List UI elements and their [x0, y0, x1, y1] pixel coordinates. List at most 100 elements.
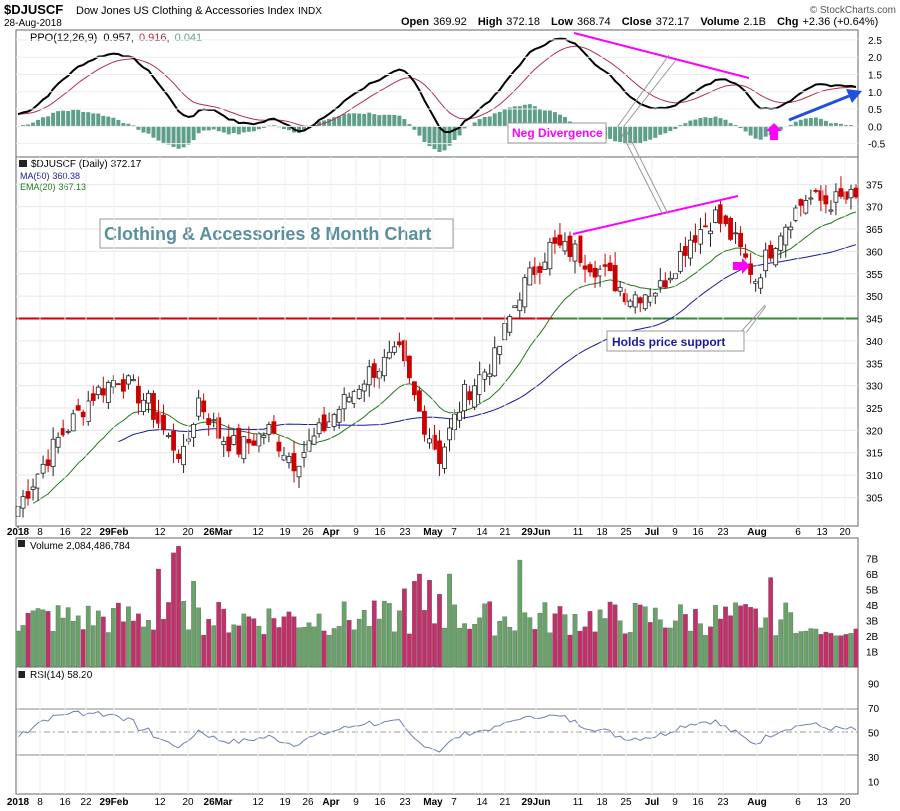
- price-tick-label: 340: [866, 337, 883, 348]
- candle-body: [507, 316, 513, 333]
- ppo-hist-bar: [26, 124, 31, 127]
- volume-bar: [803, 630, 809, 668]
- x-tick-label: 29Feb: [100, 797, 129, 808]
- candle-body: [587, 264, 593, 273]
- volume-bar: [552, 613, 558, 668]
- ma50-legend-name: MA(50): [20, 171, 50, 181]
- neg-divergence-box: [507, 122, 607, 144]
- candle-body: [336, 408, 342, 423]
- ppo-hist-bar: [71, 109, 76, 127]
- ppo-hist-bar: [532, 106, 537, 127]
- ppo-hist-bar: [392, 114, 397, 127]
- candle-body: [612, 265, 618, 292]
- open-label: Open: [401, 16, 429, 28]
- x-tick-label: 6: [795, 527, 801, 538]
- ppo-hist-bar: [417, 126, 422, 136]
- price-tick-label: 320: [866, 426, 883, 437]
- candle-body: [396, 341, 402, 346]
- candle-body: [417, 390, 422, 412]
- ppo-hist-bar: [517, 106, 522, 127]
- volume-bar: [673, 620, 678, 668]
- x-tick-label: Jul: [645, 797, 660, 808]
- candle-body: [758, 277, 764, 289]
- x-tick-label: 26Mar: [204, 797, 233, 808]
- volume-bar: [341, 601, 347, 668]
- candle-body: [331, 413, 337, 427]
- volume-bar: [678, 604, 683, 668]
- volume-tick-label: 3B: [866, 617, 879, 628]
- ppo-hist-bar: [718, 118, 723, 127]
- volume-bar: [442, 627, 447, 668]
- volume-bar: [80, 629, 86, 668]
- x-tick-label: Aug: [747, 797, 766, 808]
- candle-body: [632, 294, 638, 308]
- volume-bar: [25, 612, 31, 668]
- volume-bar: [703, 635, 708, 668]
- support-label-box: [606, 330, 745, 352]
- candle-body: [50, 438, 56, 467]
- volume-bar: [607, 601, 613, 668]
- candle-body: [537, 266, 543, 273]
- volume-bar: [853, 628, 859, 668]
- ppo-hist-bar: [231, 126, 236, 134]
- ppo-tick-label: 1.5: [868, 70, 882, 81]
- ppo-hist-bar: [788, 124, 793, 127]
- candle-body: [813, 190, 819, 192]
- candle-body: [567, 235, 573, 257]
- volume-tick-label: 2B: [866, 632, 879, 643]
- candle-body: [462, 383, 467, 412]
- volume-bar: [487, 601, 493, 668]
- rsi-y-axis: 90 70 50 30 10: [868, 679, 880, 788]
- low-value: 368.74: [577, 16, 611, 28]
- ppo-legend-name: PPO(12,26,9): [30, 32, 97, 44]
- ema20-legend: EMA(20) 367.13: [20, 182, 86, 192]
- ppo-hist-bar: [552, 112, 557, 127]
- candle-body: [95, 386, 101, 395]
- volume-bar: [105, 632, 111, 668]
- ppo-hist-bar: [758, 126, 763, 140]
- candle-body: [381, 356, 387, 377]
- candle-body: [266, 424, 272, 435]
- volume-tick-label: 5B: [866, 586, 879, 597]
- volume-bar: [507, 626, 513, 668]
- ppo-hist-bar: [833, 123, 838, 127]
- volume-bar: [718, 618, 723, 668]
- ppo-hist-bar: [106, 116, 111, 127]
- volume-bar: [647, 622, 653, 668]
- volume-bar: [768, 577, 774, 668]
- candle-body: [80, 411, 86, 418]
- candle-body: [271, 421, 277, 434]
- volume-bar: [35, 608, 41, 668]
- volume-bar: [126, 606, 131, 668]
- volume-bar: [838, 635, 844, 668]
- candle-body: [652, 292, 658, 297]
- x-tick-label: 29Feb: [100, 527, 129, 538]
- ppo-hist-bar: [101, 115, 106, 127]
- ppo-hist-bar: [281, 126, 286, 130]
- ppo-hist-bar: [748, 126, 753, 136]
- rsi-frame: [15, 666, 859, 795]
- candle-body: [70, 413, 76, 432]
- ppo-hist-bar: [658, 126, 663, 135]
- ppo-tick-label: 2.5: [868, 36, 882, 47]
- candle-body: [617, 286, 623, 292]
- ppo-hist-bar: [402, 119, 407, 127]
- legend-swatch-price: [19, 160, 27, 167]
- volume-bar: [738, 605, 743, 668]
- volume-bar: [90, 625, 96, 668]
- chg-value: +2.36 (+0.64%): [802, 16, 878, 28]
- volume-bar: [346, 620, 352, 668]
- ppo-hist-bar: [808, 118, 813, 127]
- x-tick-label: Apr: [322, 527, 339, 538]
- date: 28-Aug-2018: [4, 18, 62, 29]
- volume-bar: [733, 602, 738, 668]
- ppo-hist-bar: [317, 121, 322, 127]
- volume-legend-swatch: [18, 540, 25, 547]
- volume-bar: [437, 594, 442, 668]
- candle-body: [808, 197, 814, 200]
- candle-body: [437, 440, 442, 464]
- candle-body: [738, 232, 743, 247]
- candle-body: [677, 251, 683, 272]
- ppo-hist-bar: [21, 124, 26, 127]
- ppo-hist-bar: [818, 118, 823, 127]
